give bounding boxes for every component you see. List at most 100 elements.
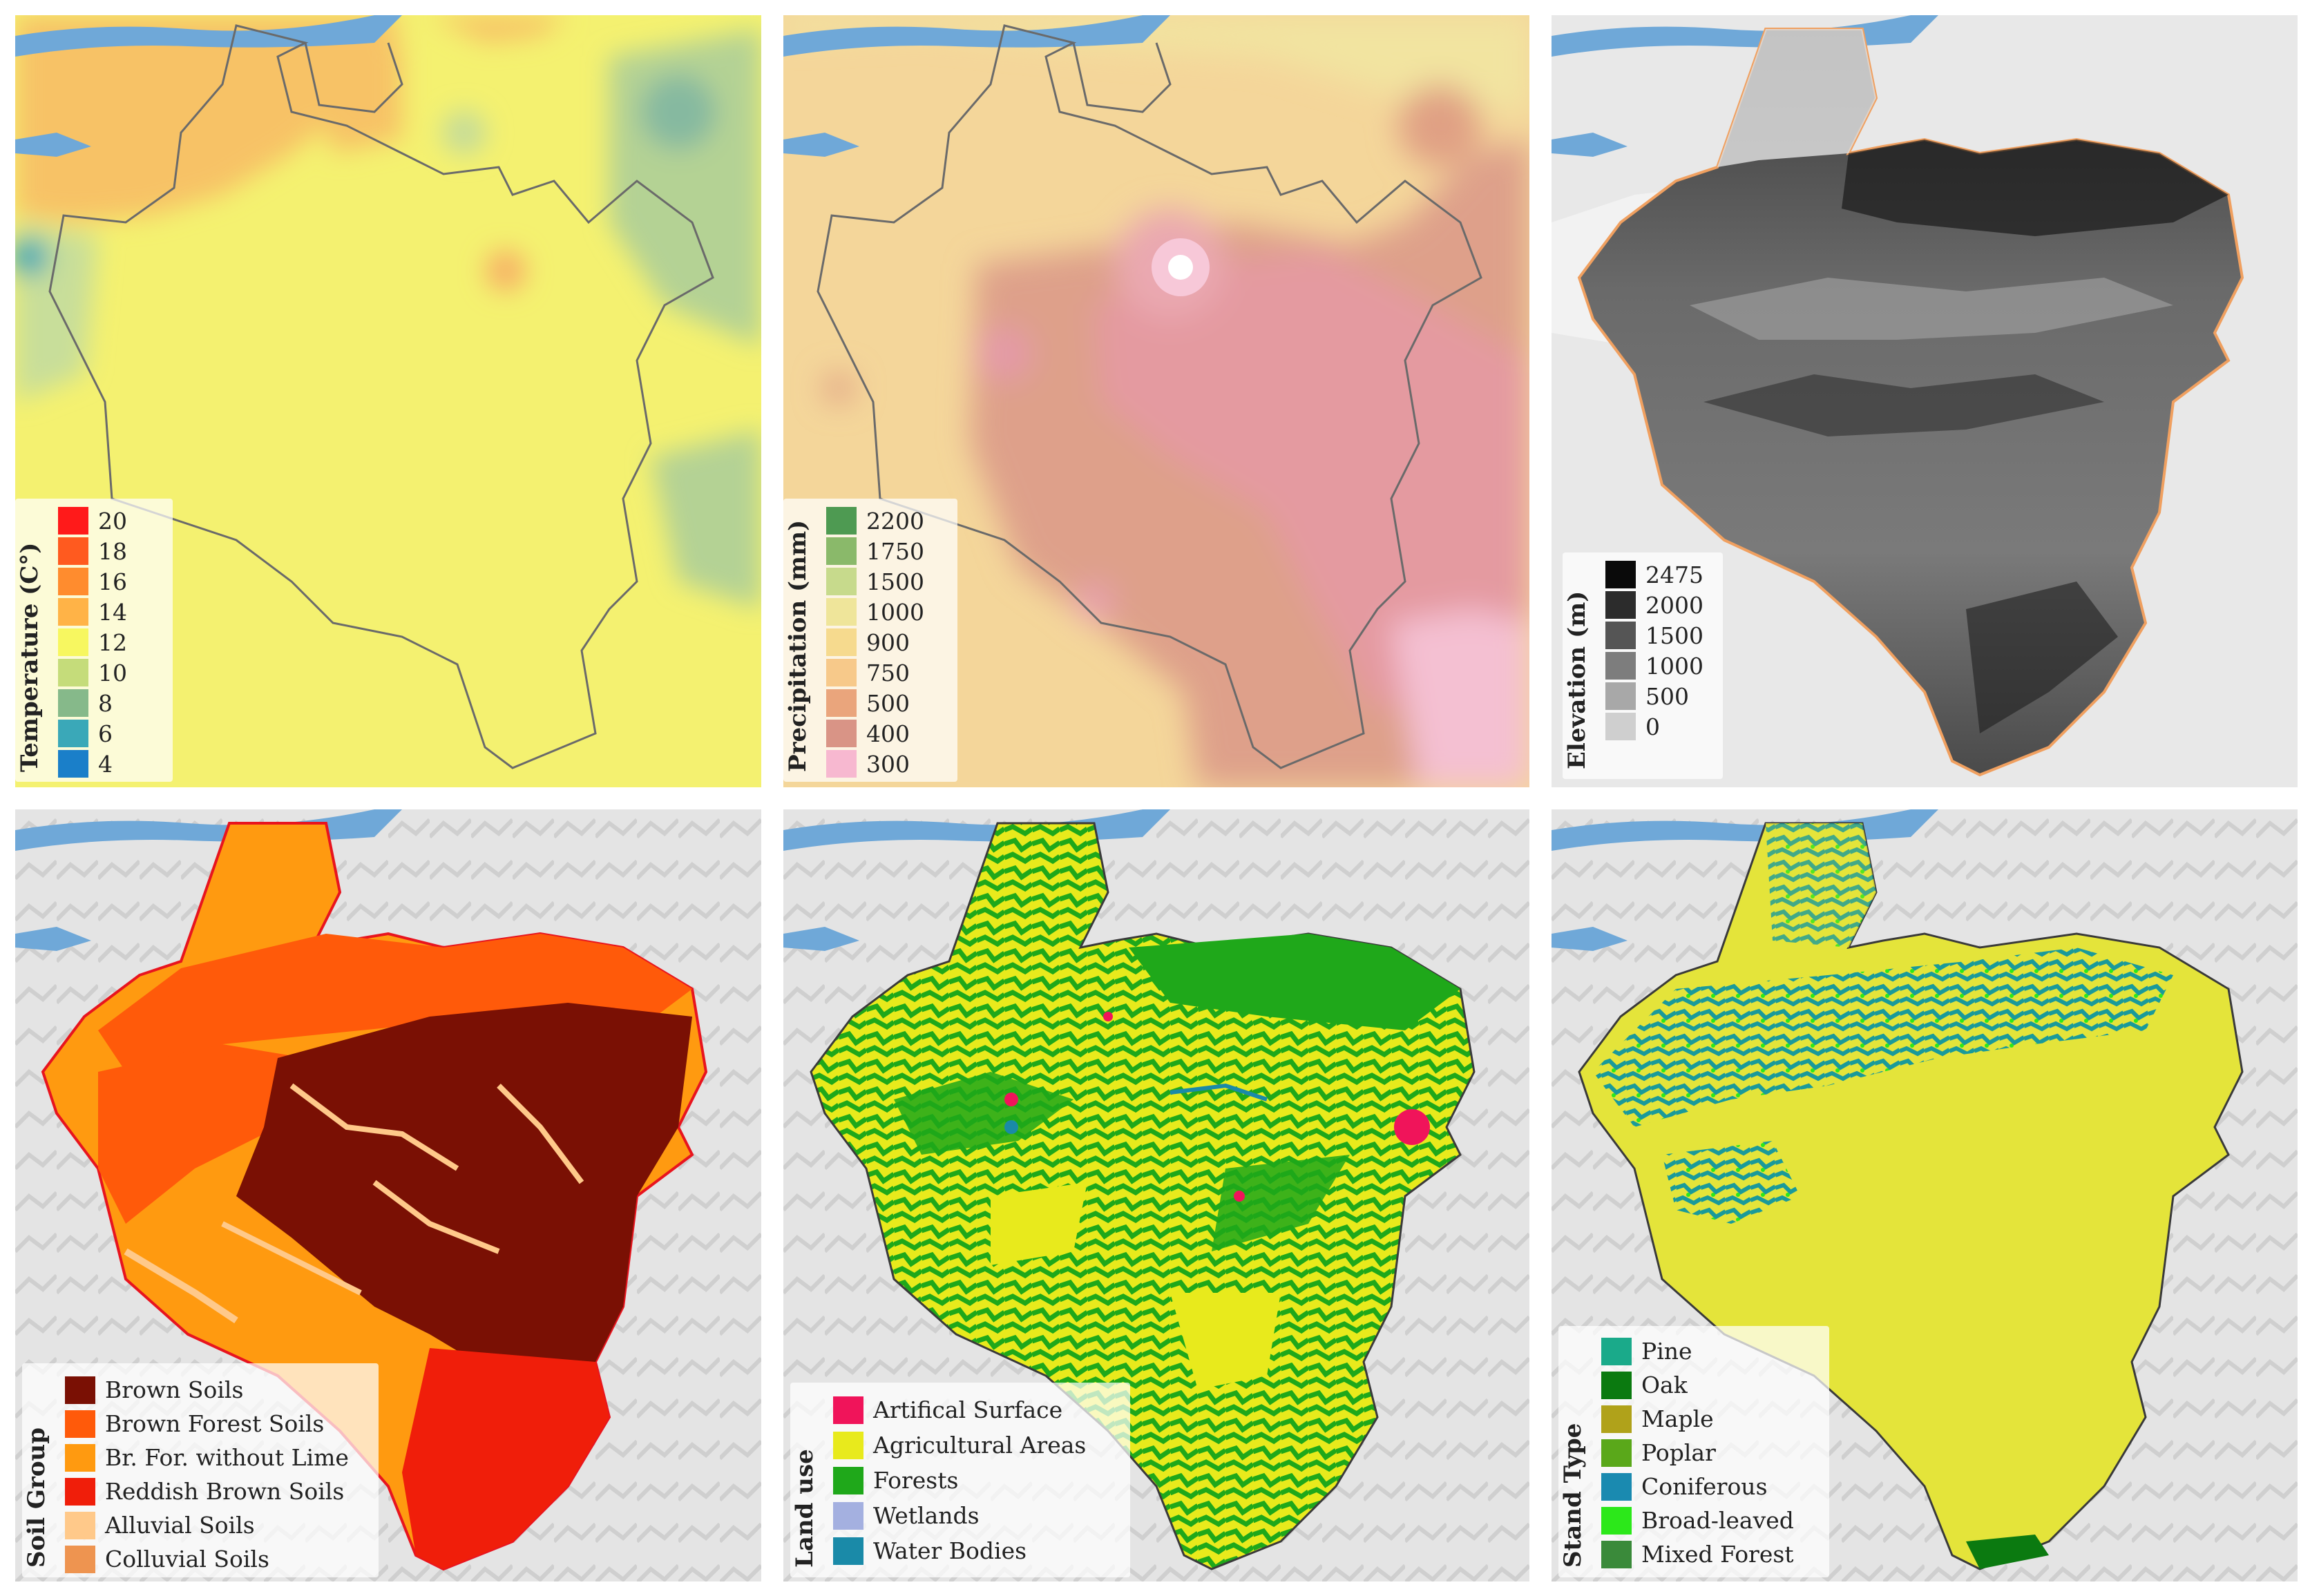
legend-swatch	[65, 1376, 95, 1404]
stand-type-legend-title: Stand Type	[1559, 1423, 1587, 1568]
legend-swatch	[58, 568, 88, 595]
legend-item: 18	[58, 536, 127, 566]
elevation-map	[1552, 15, 2244, 777]
legend-item: Br. For. without Lime	[65, 1441, 349, 1474]
legend-item: Water Bodies	[833, 1533, 1086, 1568]
legend-item: 0	[1605, 711, 1703, 742]
legend-swatch	[65, 1410, 95, 1438]
stand-type-map-panel: Stand Type Pine Oak Maple Poplar Conifer…	[1552, 809, 2298, 1581]
legend-item: Pine	[1601, 1334, 1794, 1368]
soil-legend-list: Brown Soils Brown Forest Soils Br. For. …	[65, 1373, 349, 1576]
legend-item: Forests	[833, 1463, 1086, 1498]
legend-swatch	[833, 1431, 863, 1459]
legend-swatch	[65, 1477, 95, 1506]
stand-type-legend: Stand Type Pine Oak Maple Poplar Conifer…	[1558, 1326, 1829, 1577]
legend-swatch	[833, 1396, 863, 1424]
legend-swatch	[833, 1537, 863, 1565]
legend-item: 12	[58, 627, 127, 657]
legend-item: 2000	[1605, 590, 1703, 620]
legend-swatch	[65, 1545, 95, 1573]
legend-item: 1500	[826, 566, 924, 597]
legend-swatch	[1605, 682, 1636, 710]
legend-swatch	[826, 628, 857, 656]
legend-item: 500	[826, 688, 924, 718]
legend-swatch	[58, 689, 88, 717]
soil-legend-title: Soil Group	[23, 1427, 50, 1568]
legend-item: 2475	[1605, 559, 1703, 590]
legend-item: Reddish Brown Soils	[65, 1474, 349, 1508]
temperature-legend-title: Temperature (C°)	[16, 542, 44, 772]
landuse-map-panel: Land use Artifical Surface Agricultural …	[783, 809, 1529, 1581]
legend-item: Maple	[1601, 1402, 1794, 1436]
legend-item: Brown Forest Soils	[65, 1407, 349, 1441]
temperature-legend-list: 20 18 16 14 12 10 8 6 4	[58, 506, 127, 779]
landuse-map	[783, 809, 1529, 1581]
soil-map-panel: Soil Group Brown Soils Brown Forest Soil…	[15, 809, 761, 1581]
legend-swatch	[58, 750, 88, 778]
legend-item: Mixed Forest	[1601, 1537, 1794, 1571]
legend-item: 20	[58, 506, 127, 536]
legend-item: 300	[826, 749, 924, 779]
legend-item: 16	[58, 566, 127, 597]
legend-item: Agricultural Areas	[833, 1427, 1086, 1463]
legend-swatch	[1601, 1371, 1632, 1399]
precipitation-legend: Precipitation (mm) 2200 1750 1500 1000 9…	[783, 499, 957, 782]
legend-swatch	[58, 628, 88, 656]
soil-legend: Soil Group Brown Soils Brown Forest Soil…	[22, 1363, 379, 1577]
precipitation-map-panel: Precipitation (mm) 2200 1750 1500 1000 9…	[783, 15, 1529, 787]
legend-item: 1000	[1605, 651, 1703, 681]
legend-swatch	[58, 507, 88, 535]
legend-item: 1500	[1605, 620, 1703, 651]
legend-item: Alluvial Soils	[65, 1508, 349, 1542]
elevation-map-panel: Elevation (m) 2475 2000 1500 1000 500 0	[1552, 15, 2298, 787]
legend-item: 8	[58, 688, 127, 718]
legend-swatch	[826, 568, 857, 595]
legend-item: 900	[826, 627, 924, 657]
legend-swatch	[58, 720, 88, 747]
legend-swatch	[826, 537, 857, 565]
legend-item: 10	[58, 657, 127, 688]
legend-swatch	[1601, 1337, 1632, 1365]
temperature-map	[15, 15, 761, 769]
legend-item: Colluvial Soils	[65, 1542, 349, 1576]
legend-swatch	[826, 598, 857, 626]
legend-swatch	[1605, 591, 1636, 619]
legend-item: 750	[826, 657, 924, 688]
precipitation-legend-list: 2200 1750 1500 1000 900 750 500 400 300	[826, 506, 924, 779]
legend-swatch	[833, 1501, 863, 1530]
legend-swatch	[65, 1443, 95, 1472]
legend-swatch	[1605, 652, 1636, 680]
legend-swatch	[1601, 1506, 1632, 1535]
legend-swatch	[826, 750, 857, 778]
legend-item: 2200	[826, 506, 924, 536]
legend-swatch	[1605, 561, 1636, 588]
legend-swatch	[826, 507, 857, 535]
precipitation-legend-title: Precipitation (mm)	[784, 519, 812, 772]
legend-item: 1000	[826, 597, 924, 627]
legend-swatch	[1601, 1405, 1632, 1433]
elevation-legend: Elevation (m) 2475 2000 1500 1000 500 0	[1563, 552, 1723, 779]
legend-swatch	[826, 720, 857, 747]
landuse-legend-list: Artifical Surface Agricultural Areas For…	[833, 1392, 1086, 1568]
legend-item: 400	[826, 718, 924, 749]
legend-swatch	[65, 1511, 95, 1539]
elevation-legend-title: Elevation (m)	[1563, 590, 1591, 769]
temperature-legend: Temperature (C°) 20 18 16 14 12 10 8 6 4	[15, 499, 173, 782]
landuse-legend-title: Land use	[791, 1449, 819, 1568]
legend-item: 1750	[826, 536, 924, 566]
precipitation-map	[783, 15, 1529, 787]
legend-item: Coniferous	[1601, 1470, 1794, 1503]
legend-item: Brown Soils	[65, 1373, 349, 1407]
legend-item: 6	[58, 718, 127, 749]
legend-swatch	[1605, 622, 1636, 649]
legend-item: 14	[58, 597, 127, 627]
legend-swatch	[1605, 713, 1636, 740]
legend-swatch	[1601, 1439, 1632, 1467]
legend-swatch	[826, 689, 857, 717]
legend-item: Wetlands	[833, 1498, 1086, 1533]
legend-swatch	[1601, 1472, 1632, 1501]
legend-item: Artifical Surface	[833, 1392, 1086, 1427]
legend-swatch	[58, 659, 88, 686]
stand-type-legend-list: Pine Oak Maple Poplar Coniferous Broad-l…	[1601, 1334, 1794, 1571]
legend-swatch	[58, 537, 88, 565]
